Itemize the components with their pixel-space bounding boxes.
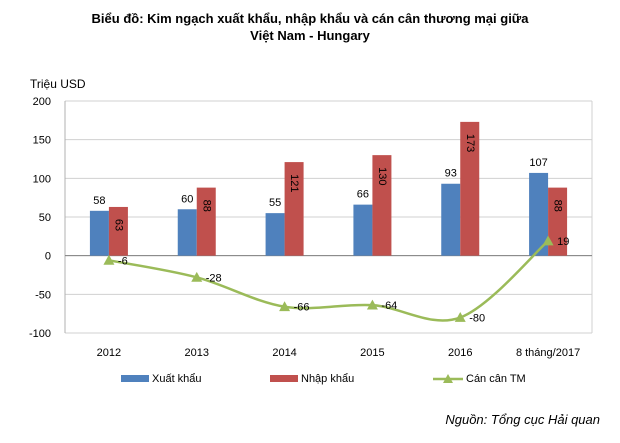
export-value-label: 93 bbox=[445, 168, 457, 180]
balance-point bbox=[279, 301, 291, 312]
y-tick-label: 0 bbox=[45, 251, 51, 263]
balance-value-label: -66 bbox=[294, 302, 310, 314]
import-value-label: 121 bbox=[288, 174, 300, 192]
balance-value-label: -80 bbox=[469, 313, 485, 325]
balance-point bbox=[191, 271, 203, 282]
balance-value-label: -28 bbox=[206, 272, 222, 284]
legend-marker-balance bbox=[443, 374, 453, 383]
balance-point bbox=[103, 254, 115, 265]
export-bar bbox=[89, 210, 109, 256]
x-tick-label: 2015 bbox=[360, 347, 384, 359]
balance-value-label: -64 bbox=[381, 300, 397, 312]
balance-line bbox=[108, 240, 549, 322]
y-tick-label: 200 bbox=[33, 96, 51, 108]
balance-value-label: -6 bbox=[118, 255, 128, 267]
import-bar bbox=[372, 155, 392, 256]
export-bar bbox=[529, 172, 549, 256]
export-bar bbox=[441, 183, 461, 256]
x-tick-label: 8 tháng/2017 bbox=[516, 347, 580, 359]
import-value-label: 63 bbox=[113, 219, 125, 231]
y-tick-label: 150 bbox=[33, 135, 51, 147]
import-bar bbox=[548, 187, 568, 256]
y-tick-label: -50 bbox=[35, 289, 51, 301]
import-value-label: 88 bbox=[552, 200, 564, 212]
import-bar bbox=[108, 206, 128, 256]
y-tick-label: 50 bbox=[39, 212, 51, 224]
legend-swatch-import bbox=[270, 375, 298, 382]
balance-value-label: 19 bbox=[557, 236, 569, 248]
import-bar bbox=[284, 162, 304, 256]
y-tick-label: -100 bbox=[29, 328, 51, 340]
export-bar bbox=[353, 204, 373, 256]
y-tick-label: 100 bbox=[33, 173, 51, 185]
legend-swatch-export bbox=[121, 375, 149, 382]
x-tick-label: 2013 bbox=[185, 347, 209, 359]
legend-label-export: Xuất khẩu bbox=[152, 373, 202, 385]
export-value-label: 66 bbox=[357, 189, 369, 201]
import-value-label: 130 bbox=[376, 167, 388, 185]
x-tick-label: 2012 bbox=[97, 347, 121, 359]
export-value-label: 58 bbox=[93, 195, 105, 207]
export-bar bbox=[265, 213, 285, 256]
source-note: Nguồn: Tổng cục Hải quan bbox=[445, 412, 600, 427]
import-bar bbox=[196, 187, 216, 256]
balance-point bbox=[542, 235, 554, 246]
balance-point bbox=[366, 299, 378, 310]
balance-point bbox=[454, 312, 466, 322]
x-tick-label: 2014 bbox=[272, 347, 296, 359]
chart-title-line-2: Việt Nam - Hungary bbox=[250, 28, 370, 43]
import-value-label: 88 bbox=[200, 200, 212, 212]
chart-title-line-1: Biểu đồ: Kim ngạch xuất khẩu, nhập khẩu … bbox=[91, 11, 529, 26]
export-value-label: 107 bbox=[529, 157, 547, 169]
import-bar bbox=[460, 121, 480, 256]
export-value-label: 60 bbox=[181, 193, 193, 205]
legend-label-balance: Cán cân TM bbox=[466, 373, 526, 385]
y-axis-unit-label: Triệu USD bbox=[30, 77, 86, 91]
legend-label-import: Nhập khẩu bbox=[301, 373, 354, 385]
import-value-label: 173 bbox=[464, 134, 476, 152]
export-value-label: 55 bbox=[269, 197, 281, 209]
export-bar bbox=[177, 209, 197, 256]
chart-title: Biểu đồ: Kim ngạch xuất khẩu, nhập khẩu … bbox=[0, 10, 620, 44]
x-tick-label: 2016 bbox=[448, 347, 472, 359]
